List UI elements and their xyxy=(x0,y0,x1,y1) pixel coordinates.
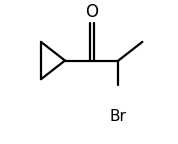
Text: O: O xyxy=(85,2,98,20)
Text: Br: Br xyxy=(110,109,127,124)
